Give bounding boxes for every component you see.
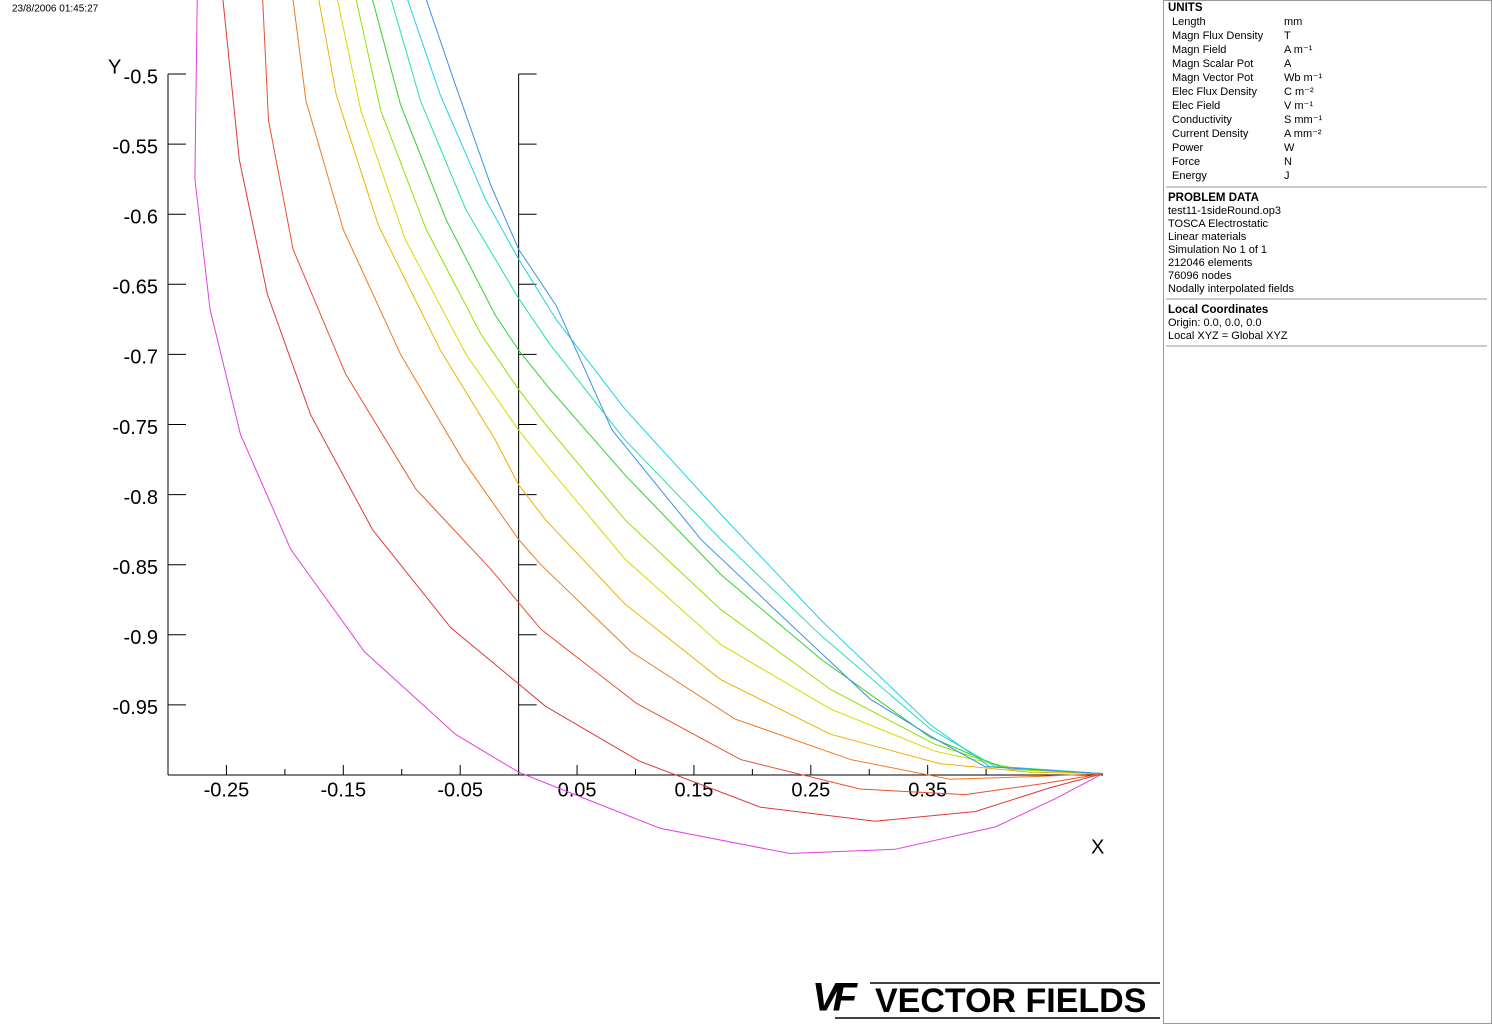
x-tick-label: -0.25 [204, 779, 250, 801]
contour-line [194, 0, 1104, 855]
panel-heading: Local Coordinates [1168, 304, 1268, 316]
panel-line: Nodally interpolated fields [1168, 283, 1294, 295]
panel-line: TOSCA Electrostatic [1168, 218, 1269, 230]
unit-name: Force [1172, 156, 1200, 168]
unit-name: Magn Scalar Pot [1172, 58, 1253, 70]
y-tick-label: -0.7 [124, 347, 158, 369]
unit-value: W [1284, 142, 1295, 154]
unit-value: A mm⁻² [1284, 128, 1322, 140]
contour-line [318, 0, 1104, 775]
x-tick-label: -0.05 [437, 779, 483, 801]
unit-name: Magn Vector Pot [1172, 72, 1253, 84]
panel-line: Local XYZ = Global XYZ [1168, 330, 1288, 342]
info-panel [1163, 0, 1492, 1024]
contour-line [222, 0, 1104, 822]
y-tick-label: -0.95 [112, 697, 158, 719]
contour-line [425, 0, 1104, 775]
unit-name: Elec Flux Density [1172, 86, 1257, 98]
x-tick-label: -0.15 [321, 779, 367, 801]
y-tick-label: -0.55 [112, 136, 158, 158]
panel-line: Simulation No 1 of 1 [1168, 244, 1267, 256]
unit-value: C m⁻² [1284, 86, 1314, 98]
unit-name: Energy [1172, 170, 1207, 182]
y-tick-label: -0.5 [124, 66, 158, 88]
unit-value: J [1284, 170, 1290, 182]
panel-heading: PROBLEM DATA [1168, 192, 1259, 204]
x-tick-label: 0.35 [908, 779, 947, 801]
logo-text: VECTOR FIELDS [875, 982, 1146, 1020]
x-tick-label: 0.15 [674, 779, 713, 801]
y-tick-label: -0.75 [112, 417, 158, 439]
unit-name: Conductivity [1172, 114, 1232, 126]
contour-line [355, 0, 1104, 775]
x-axis-label: X [1091, 836, 1104, 858]
unit-name: Current Density [1172, 128, 1249, 140]
contour-line [337, 0, 1104, 775]
unit-name: Magn Field [1172, 44, 1226, 56]
unit-value: S mm⁻¹ [1284, 114, 1323, 126]
unit-value: mm [1284, 16, 1302, 28]
timestamp: 23/8/2006 01:45:27 [12, 4, 99, 15]
y-tick-label: -0.9 [124, 627, 158, 649]
contour-line [292, 0, 1104, 780]
contour-line [372, 0, 1104, 775]
x-tick-label: 0.25 [791, 779, 830, 801]
unit-name: Elec Field [1172, 100, 1220, 112]
unit-value: A m⁻¹ [1284, 44, 1313, 56]
contour-line [390, 0, 1104, 775]
unit-value: N [1284, 156, 1292, 168]
panel-line: 212046 elements [1168, 257, 1253, 269]
unit-value: T [1284, 30, 1291, 42]
logo-mark: VF [812, 976, 859, 1020]
unit-value: V m⁻¹ [1284, 100, 1313, 112]
unit-name: Magn Flux Density [1172, 30, 1264, 42]
unit-name: Power [1172, 142, 1204, 154]
unit-value: A [1284, 58, 1292, 70]
panel-line: test11-1sideRound.op3 [1168, 205, 1281, 217]
y-axis-label: Y [108, 56, 121, 78]
panel-line: Linear materials [1168, 231, 1247, 243]
y-tick-label: -0.85 [112, 557, 158, 579]
contour-line [262, 0, 1104, 796]
unit-value: Wb m⁻¹ [1284, 72, 1323, 84]
panel-heading: UNITS [1168, 2, 1203, 14]
unit-name: Length [1172, 16, 1206, 28]
x-tick-label: 0.05 [558, 779, 597, 801]
y-tick-label: -0.6 [124, 206, 158, 228]
y-tick-label: -0.8 [124, 487, 158, 509]
contour-line [407, 0, 1104, 775]
panel-line: Origin: 0.0, 0.0, 0.0 [1168, 317, 1262, 329]
y-tick-label: -0.65 [112, 277, 158, 299]
panel-line: 76096 nodes [1168, 270, 1232, 282]
